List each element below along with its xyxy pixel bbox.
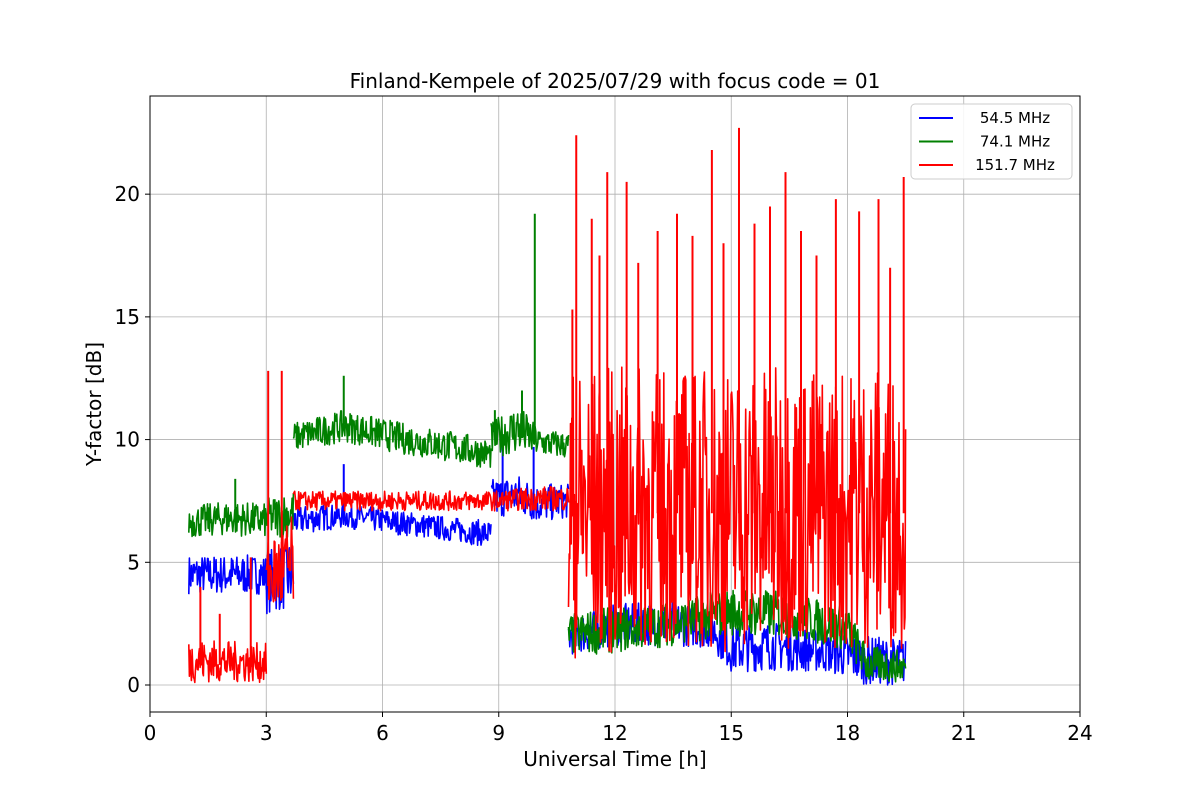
series-line bbox=[188, 366, 907, 684]
x-tick-label: 21 bbox=[951, 721, 976, 745]
legend: 54.5 MHz 74.1 MHz 151.7 MHz bbox=[910, 103, 1073, 180]
y-axis: 0 5 10 15 20 bbox=[115, 182, 150, 697]
plot-area bbox=[188, 127, 907, 686]
chart-title: Finland-Kempele of 2025/07/29 with focus… bbox=[350, 69, 881, 93]
y-tick-label: 5 bbox=[127, 550, 140, 574]
y-tick-label: 15 bbox=[115, 305, 140, 329]
x-tick-label: 0 bbox=[144, 721, 157, 745]
x-axis-label: Universal Time [h] bbox=[523, 747, 706, 771]
x-tick-label: 3 bbox=[260, 721, 273, 745]
y-tick-label: 10 bbox=[115, 428, 140, 452]
legend-entry: 151.7 MHz bbox=[975, 156, 1055, 174]
x-tick-label: 9 bbox=[492, 721, 505, 745]
y-tick-label: 20 bbox=[115, 182, 140, 206]
legend-box bbox=[910, 103, 1073, 180]
series-line bbox=[188, 476, 907, 686]
series-74-1-mhz bbox=[188, 213, 907, 683]
x-tick-label: 24 bbox=[1067, 721, 1092, 745]
x-tick-label: 12 bbox=[602, 721, 627, 745]
legend-entry: 74.1 MHz bbox=[980, 133, 1050, 151]
y-tick-label: 0 bbox=[127, 673, 140, 697]
x-axis: 0 3 6 9 12 15 18 21 24 bbox=[144, 712, 1093, 745]
series-151-7-mhz bbox=[188, 127, 907, 684]
x-tick-label: 18 bbox=[835, 721, 860, 745]
x-tick-label: 6 bbox=[376, 721, 389, 745]
x-tick-label: 15 bbox=[719, 721, 744, 745]
legend-entry: 54.5 MHz bbox=[980, 109, 1050, 127]
series-line bbox=[188, 410, 907, 683]
y-axis-label: Y-factor [dB] bbox=[82, 342, 106, 467]
